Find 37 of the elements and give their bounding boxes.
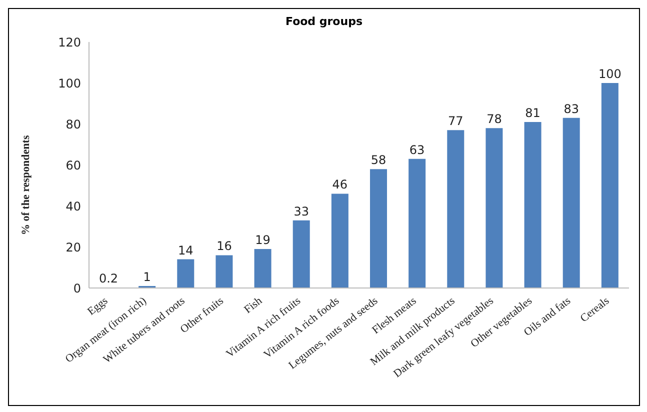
bar — [601, 83, 618, 288]
data-label: 83 — [564, 102, 579, 116]
bar — [447, 130, 464, 288]
bar — [486, 128, 503, 288]
bar — [408, 158, 426, 288]
data-label: 81 — [525, 106, 540, 120]
x-tick-label: Eggs — [85, 294, 110, 318]
data-label: 0.2 — [98, 272, 118, 286]
data-label: 63 — [409, 142, 425, 157]
data-label: 100 — [598, 67, 622, 81]
data-label: 16 — [216, 239, 232, 254]
y-tick-label: 40 — [66, 199, 81, 214]
data-label: 78 — [486, 112, 502, 126]
data-label: 19 — [255, 233, 270, 248]
bar — [254, 249, 272, 288]
y-tick-label: 60 — [66, 158, 81, 172]
y-tick-label: 0 — [73, 281, 81, 296]
bar — [292, 220, 310, 288]
bar — [331, 194, 348, 288]
y-tick-label: 80 — [66, 117, 81, 132]
y-axis-title: % of the respondents — [20, 134, 32, 235]
x-tick-label: Fish — [242, 294, 265, 316]
y-tick-label: 100 — [58, 76, 81, 90]
data-label: 46 — [332, 178, 348, 192]
data-label: 77 — [448, 114, 464, 128]
bar — [562, 118, 580, 288]
data-label: 58 — [370, 153, 386, 168]
y-tick-label: 120 — [58, 35, 81, 50]
data-label: 14 — [178, 243, 194, 258]
data-label: 1 — [143, 270, 151, 284]
chart-title: Food groups — [284, 15, 364, 28]
bar — [216, 255, 233, 288]
data-label: 33 — [294, 204, 309, 218]
y-tick-label: 20 — [66, 240, 81, 254]
bar — [524, 122, 542, 288]
bar — [177, 259, 194, 288]
bar — [370, 169, 387, 288]
